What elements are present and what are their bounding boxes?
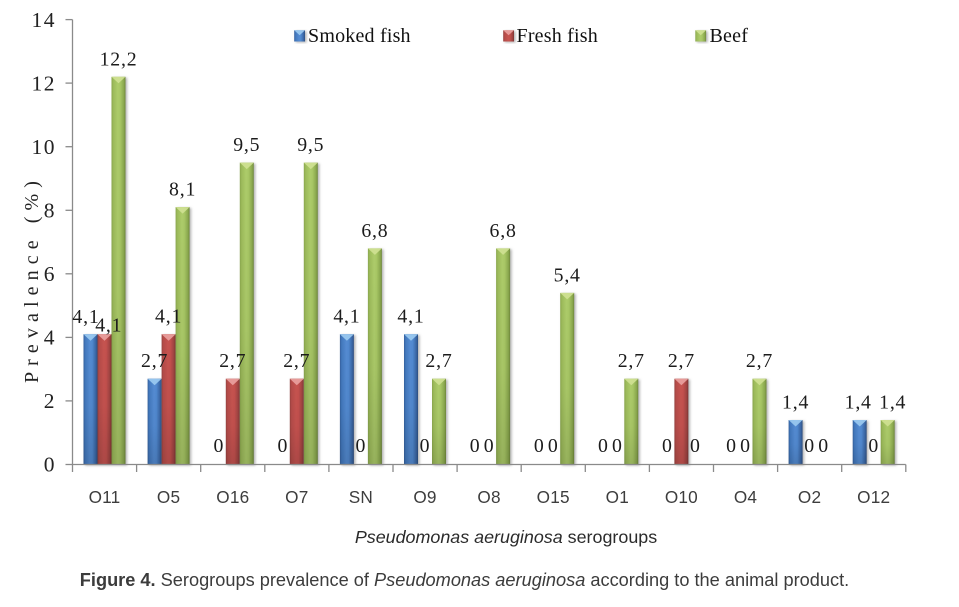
svg-text:0: 0 (534, 435, 545, 457)
svg-text:O5: O5 (157, 487, 180, 507)
svg-text:O10: O10 (665, 487, 698, 507)
svg-text:2,7: 2,7 (219, 350, 246, 372)
svg-text:0: 0 (213, 435, 224, 457)
svg-text:0: 0 (598, 435, 609, 457)
svg-text:0: 0 (277, 435, 288, 457)
svg-text:0: 0 (484, 435, 495, 457)
svg-text:8,1: 8,1 (169, 179, 196, 201)
svg-text:2,7: 2,7 (141, 350, 168, 372)
svg-text:12,2: 12,2 (100, 48, 138, 70)
svg-text:0: 0 (804, 435, 815, 457)
svg-text:12: 12 (32, 71, 57, 95)
svg-text:9,5: 9,5 (233, 134, 260, 156)
svg-text:4,1: 4,1 (95, 315, 122, 337)
svg-text:8: 8 (44, 199, 56, 223)
svg-text:1,4: 1,4 (845, 392, 872, 414)
svg-text:0: 0 (548, 435, 559, 457)
svg-text:1,4: 1,4 (879, 392, 906, 414)
svg-text:0: 0 (420, 435, 431, 457)
svg-text:0: 0 (44, 453, 56, 477)
svg-text:4,1: 4,1 (155, 306, 182, 328)
svg-text:6,8: 6,8 (490, 220, 517, 242)
svg-text:2,7: 2,7 (668, 350, 695, 372)
svg-text:Fresh fish: Fresh fish (517, 25, 598, 47)
svg-text:4,1: 4,1 (333, 306, 360, 328)
svg-text:Beef: Beef (710, 25, 749, 47)
svg-text:Figure 4. Serogroups prevalenc: Figure 4. Serogroups prevalence of Pseud… (80, 570, 849, 590)
svg-text:2,7: 2,7 (618, 350, 645, 372)
svg-text:1,4: 1,4 (782, 392, 809, 414)
svg-text:0: 0 (690, 435, 701, 457)
svg-text:O8: O8 (477, 487, 500, 507)
svg-text:O9: O9 (413, 487, 436, 507)
svg-text:9,5: 9,5 (297, 134, 324, 156)
svg-text:Pseudomonas aeruginosa serogro: Pseudomonas aeruginosa serogroups (355, 527, 657, 547)
svg-text:O16: O16 (216, 487, 249, 507)
svg-text:0: 0 (612, 435, 623, 457)
svg-text:O1: O1 (606, 487, 629, 507)
svg-text:2,7: 2,7 (283, 350, 310, 372)
svg-text:0: 0 (726, 435, 737, 457)
svg-text:0: 0 (868, 435, 879, 457)
svg-text:6: 6 (44, 262, 56, 286)
svg-text:2,7: 2,7 (746, 350, 773, 372)
svg-text:6,8: 6,8 (361, 220, 388, 242)
svg-text:5,4: 5,4 (554, 264, 581, 286)
svg-text:O2: O2 (798, 487, 821, 507)
svg-text:O12: O12 (857, 487, 890, 507)
svg-text:2: 2 (44, 389, 56, 413)
svg-text:10: 10 (32, 135, 57, 159)
svg-text:O15: O15 (537, 487, 570, 507)
svg-text:4,1: 4,1 (397, 306, 424, 328)
svg-text:0: 0 (818, 435, 829, 457)
svg-text:0: 0 (662, 435, 673, 457)
svg-text:2,7: 2,7 (425, 350, 452, 372)
svg-text:SN: SN (349, 487, 373, 507)
svg-text:Prevalence (%): Prevalence (%) (21, 175, 43, 383)
svg-text:14: 14 (32, 8, 57, 32)
svg-text:O11: O11 (89, 487, 121, 507)
svg-text:4: 4 (44, 326, 56, 350)
svg-text:4,1: 4,1 (72, 306, 99, 328)
svg-text:O4: O4 (734, 487, 758, 507)
svg-text:0: 0 (740, 435, 751, 457)
svg-text:0: 0 (470, 435, 481, 457)
svg-text:Smoked fish: Smoked fish (308, 25, 411, 47)
svg-text:0: 0 (356, 435, 367, 457)
svg-text:O7: O7 (285, 487, 308, 507)
